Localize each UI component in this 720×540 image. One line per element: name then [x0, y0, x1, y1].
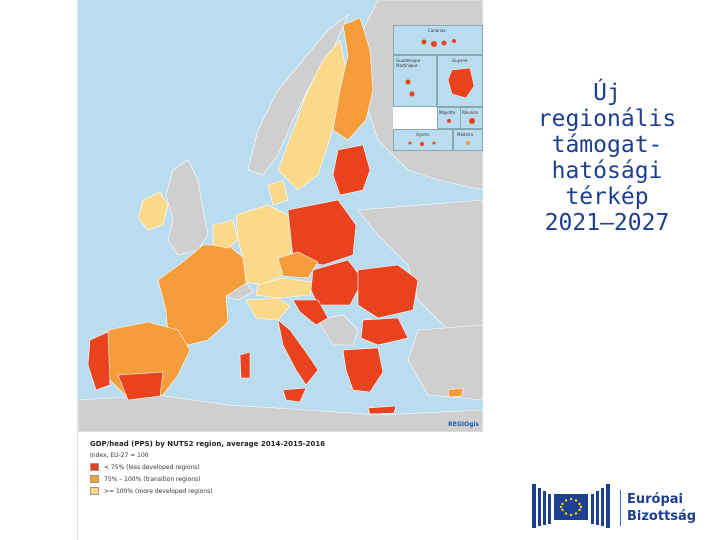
spain-south: [117, 371, 164, 401]
legend-item: >= 100% (more developed regions): [90, 487, 470, 495]
inset-label: Mayotte: [439, 110, 456, 115]
logo-text: Európai Bizottság: [627, 491, 696, 525]
inset-guyane: Guyane: [437, 55, 483, 107]
portugal: [87, 331, 111, 391]
acores-islands: [408, 141, 436, 146]
croatia: [292, 299, 329, 326]
antilles-islands: [405, 79, 415, 97]
title-line: térkép: [565, 184, 649, 210]
inset-label: Madeira: [457, 132, 474, 137]
legend-label: 75% – 100% (transition regions): [104, 475, 201, 483]
legend-title: GDP/head (PPS) by NUTS2 region, average …: [90, 440, 326, 448]
sardinia: [239, 351, 251, 379]
title-line: hatósági: [551, 158, 663, 184]
inset-label: Guadeloupe Martinique: [396, 58, 421, 68]
italy-south: [277, 319, 319, 386]
title-line: támogat-: [551, 132, 663, 158]
legend-item: 75% – 100% (transition regions): [90, 475, 470, 483]
logo-divider: [620, 490, 621, 526]
romania: [357, 264, 419, 319]
inset-label: Canarias: [428, 28, 446, 33]
legend-swatch-less-developed: [90, 463, 99, 471]
hungary-slovakia: [310, 259, 364, 306]
legend-label: < 75% (less developed regions): [104, 463, 200, 471]
italy-north: [245, 297, 291, 321]
inset-guadeloupe-martinique: Guadeloupe Martinique: [393, 55, 437, 107]
legend-subtitle: Index, EU-27 = 100: [90, 452, 149, 459]
slide-title: Új regionális támogat- hatósági térkép 2…: [512, 80, 702, 236]
ireland: [137, 191, 169, 231]
germany: [235, 204, 294, 286]
non-eu-norway: [247, 14, 349, 176]
legend-label: >= 100% (more developed regions): [104, 487, 213, 495]
canarias-islands: [421, 39, 456, 47]
reunion-island: [469, 118, 475, 124]
inset-madeira: Madeira: [453, 129, 483, 151]
non-eu-turkey: [407, 324, 483, 401]
title-line: Új: [593, 80, 621, 106]
benelux: [212, 219, 239, 249]
inset-canarias: Canarias: [393, 25, 483, 55]
finland: [332, 17, 374, 141]
inset-reunion: Réunion: [460, 107, 483, 129]
logo-line: Bizottság: [627, 509, 697, 524]
inset-label: Açores: [416, 132, 430, 137]
regional-aid-map: Canarias Guadeloupe Martinique Guyane: [77, 0, 483, 540]
guyane-territory: [447, 67, 475, 99]
inset-label: Réunion: [462, 110, 479, 115]
crete: [367, 405, 397, 415]
inset-label: Guyane: [452, 58, 468, 63]
greece: [342, 347, 384, 393]
map-legend: GDP/head (PPS) by NUTS2 region, average …: [90, 440, 470, 499]
mayotte-island: [447, 119, 451, 123]
european-commission-logo: Európai Bizottság: [530, 480, 720, 536]
denmark: [267, 179, 289, 206]
map-area: Canarias Guadeloupe Martinique Guyane: [78, 0, 483, 432]
legend-swatch-transition: [90, 475, 99, 483]
non-eu-uk: [165, 159, 209, 256]
non-eu-east: [357, 199, 483, 331]
logo-line: Európai: [627, 492, 684, 507]
map-credit: REGIOgis: [448, 421, 479, 428]
legend-swatch-more-developed: [90, 487, 99, 495]
sicily: [282, 387, 307, 403]
commission-building-icon: [532, 484, 610, 528]
europe-map: [78, 0, 483, 432]
austria: [255, 277, 314, 299]
cyprus: [447, 387, 464, 398]
madeira-island: [466, 141, 470, 145]
baltics: [332, 144, 371, 196]
bulgaria: [360, 317, 409, 346]
outermost-regions-insets: Canarias Guadeloupe Martinique Guyane: [393, 25, 483, 151]
non-eu-balkans: [317, 314, 359, 346]
non-eu-africa: [78, 394, 483, 432]
legend-item: < 75% (less developed regions): [90, 463, 470, 471]
title-line: regionális: [537, 106, 677, 132]
inset-mayotte: Mayotte: [437, 107, 461, 129]
inset-acores: Açores: [393, 129, 453, 151]
title-line: 2021–2027: [544, 210, 670, 236]
